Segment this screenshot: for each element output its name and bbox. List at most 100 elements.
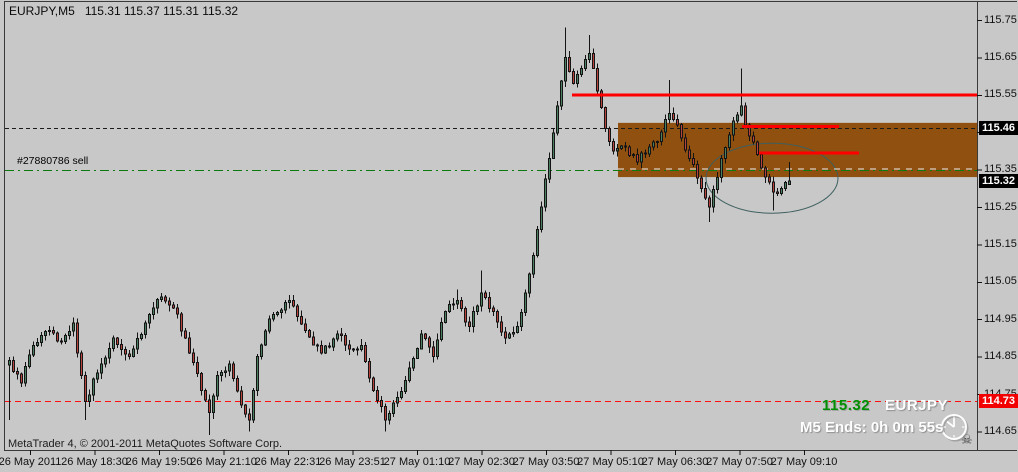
candle — [556, 101, 559, 136]
price-tick-label: 115.15 — [984, 237, 1017, 250]
candle — [216, 370, 219, 400]
candle — [576, 70, 579, 88]
candle — [300, 310, 303, 325]
symbol-period-label: EURJPY,M5 — [9, 4, 75, 18]
candle — [236, 375, 239, 393]
candle — [324, 344, 327, 354]
candle — [500, 316, 503, 336]
time-tick-label: 27 May 05:10 — [577, 456, 644, 468]
candle — [84, 371, 87, 421]
candle — [88, 389, 91, 408]
candle-countdown-label: M5 Ends: 0h 0m 55s — [800, 419, 944, 436]
candle — [360, 339, 363, 352]
candle — [128, 350, 131, 360]
candle — [264, 329, 267, 347]
candle — [720, 154, 723, 183]
ellipse-annotation[interactable] — [705, 142, 839, 214]
price-tick-label: 114.85 — [984, 350, 1017, 363]
candle — [580, 65, 583, 78]
candle — [92, 377, 95, 401]
ohlc-title: EURJPY,M5 115.31 115.37 115.31 115.32 — [9, 4, 238, 18]
candle — [668, 79, 671, 124]
price-box-115-32: 115.32 — [979, 173, 1018, 188]
candle — [568, 51, 571, 73]
candle — [32, 341, 35, 357]
time-tick-label: 26 May 19:50 — [125, 456, 193, 468]
candle — [312, 331, 315, 346]
candle — [332, 337, 335, 351]
sell-order-label[interactable]: #27880786 sell — [17, 155, 89, 167]
candle — [640, 150, 643, 168]
price-tick-label: 115.05 — [984, 275, 1017, 288]
clock-icon — [941, 414, 969, 442]
candle — [600, 88, 603, 110]
candle — [660, 129, 663, 146]
candle — [152, 301, 155, 320]
candle — [484, 290, 487, 300]
candle — [448, 300, 451, 313]
candle — [260, 343, 263, 360]
candle — [244, 404, 247, 418]
candle — [240, 386, 243, 409]
candle — [376, 385, 379, 404]
candle — [428, 335, 431, 353]
candle — [396, 391, 399, 407]
candle — [344, 333, 347, 351]
candle — [212, 393, 215, 419]
candle — [688, 145, 691, 162]
candle — [104, 355, 107, 368]
candle — [728, 132, 731, 151]
candle — [696, 160, 699, 184]
candle — [268, 315, 271, 334]
candle — [460, 296, 463, 312]
candle — [96, 369, 99, 383]
candle — [744, 102, 747, 129]
candle — [712, 185, 715, 213]
candle — [228, 360, 231, 377]
candle — [504, 326, 507, 344]
candle — [288, 295, 291, 309]
candle — [400, 386, 403, 400]
candle — [740, 68, 743, 117]
candle — [8, 357, 11, 421]
candle — [136, 332, 139, 354]
price-tick-label: 115.65 — [984, 50, 1017, 63]
candle — [364, 342, 367, 363]
candle — [464, 306, 467, 327]
candle — [780, 186, 783, 196]
candle — [736, 112, 739, 124]
candle — [76, 318, 79, 358]
candle — [308, 328, 311, 339]
candle — [424, 332, 427, 341]
candle — [608, 126, 611, 146]
candle — [340, 328, 343, 342]
price-tick-label: 115.55 — [984, 88, 1017, 101]
candle — [652, 140, 655, 151]
candle — [540, 201, 543, 233]
candle — [624, 141, 627, 152]
candle — [520, 308, 523, 332]
candle — [12, 356, 15, 374]
candle — [472, 306, 475, 333]
candle — [140, 332, 143, 341]
candle — [756, 140, 759, 156]
candle — [724, 146, 727, 164]
symbol-label: EURJPY — [885, 397, 949, 414]
candle — [732, 117, 735, 141]
candle — [584, 55, 587, 72]
candle — [432, 341, 435, 363]
candle — [52, 326, 55, 335]
candle — [276, 310, 279, 317]
candle — [72, 317, 75, 337]
candle — [316, 343, 319, 352]
candle — [352, 347, 355, 352]
candle — [528, 272, 531, 298]
candle — [552, 128, 555, 160]
candle — [320, 340, 323, 355]
supply-zone[interactable] — [618, 122, 977, 178]
candle — [616, 143, 619, 157]
candle — [172, 302, 175, 310]
candle — [544, 173, 547, 212]
time-tick-label: 27 May 06:30 — [641, 456, 709, 468]
